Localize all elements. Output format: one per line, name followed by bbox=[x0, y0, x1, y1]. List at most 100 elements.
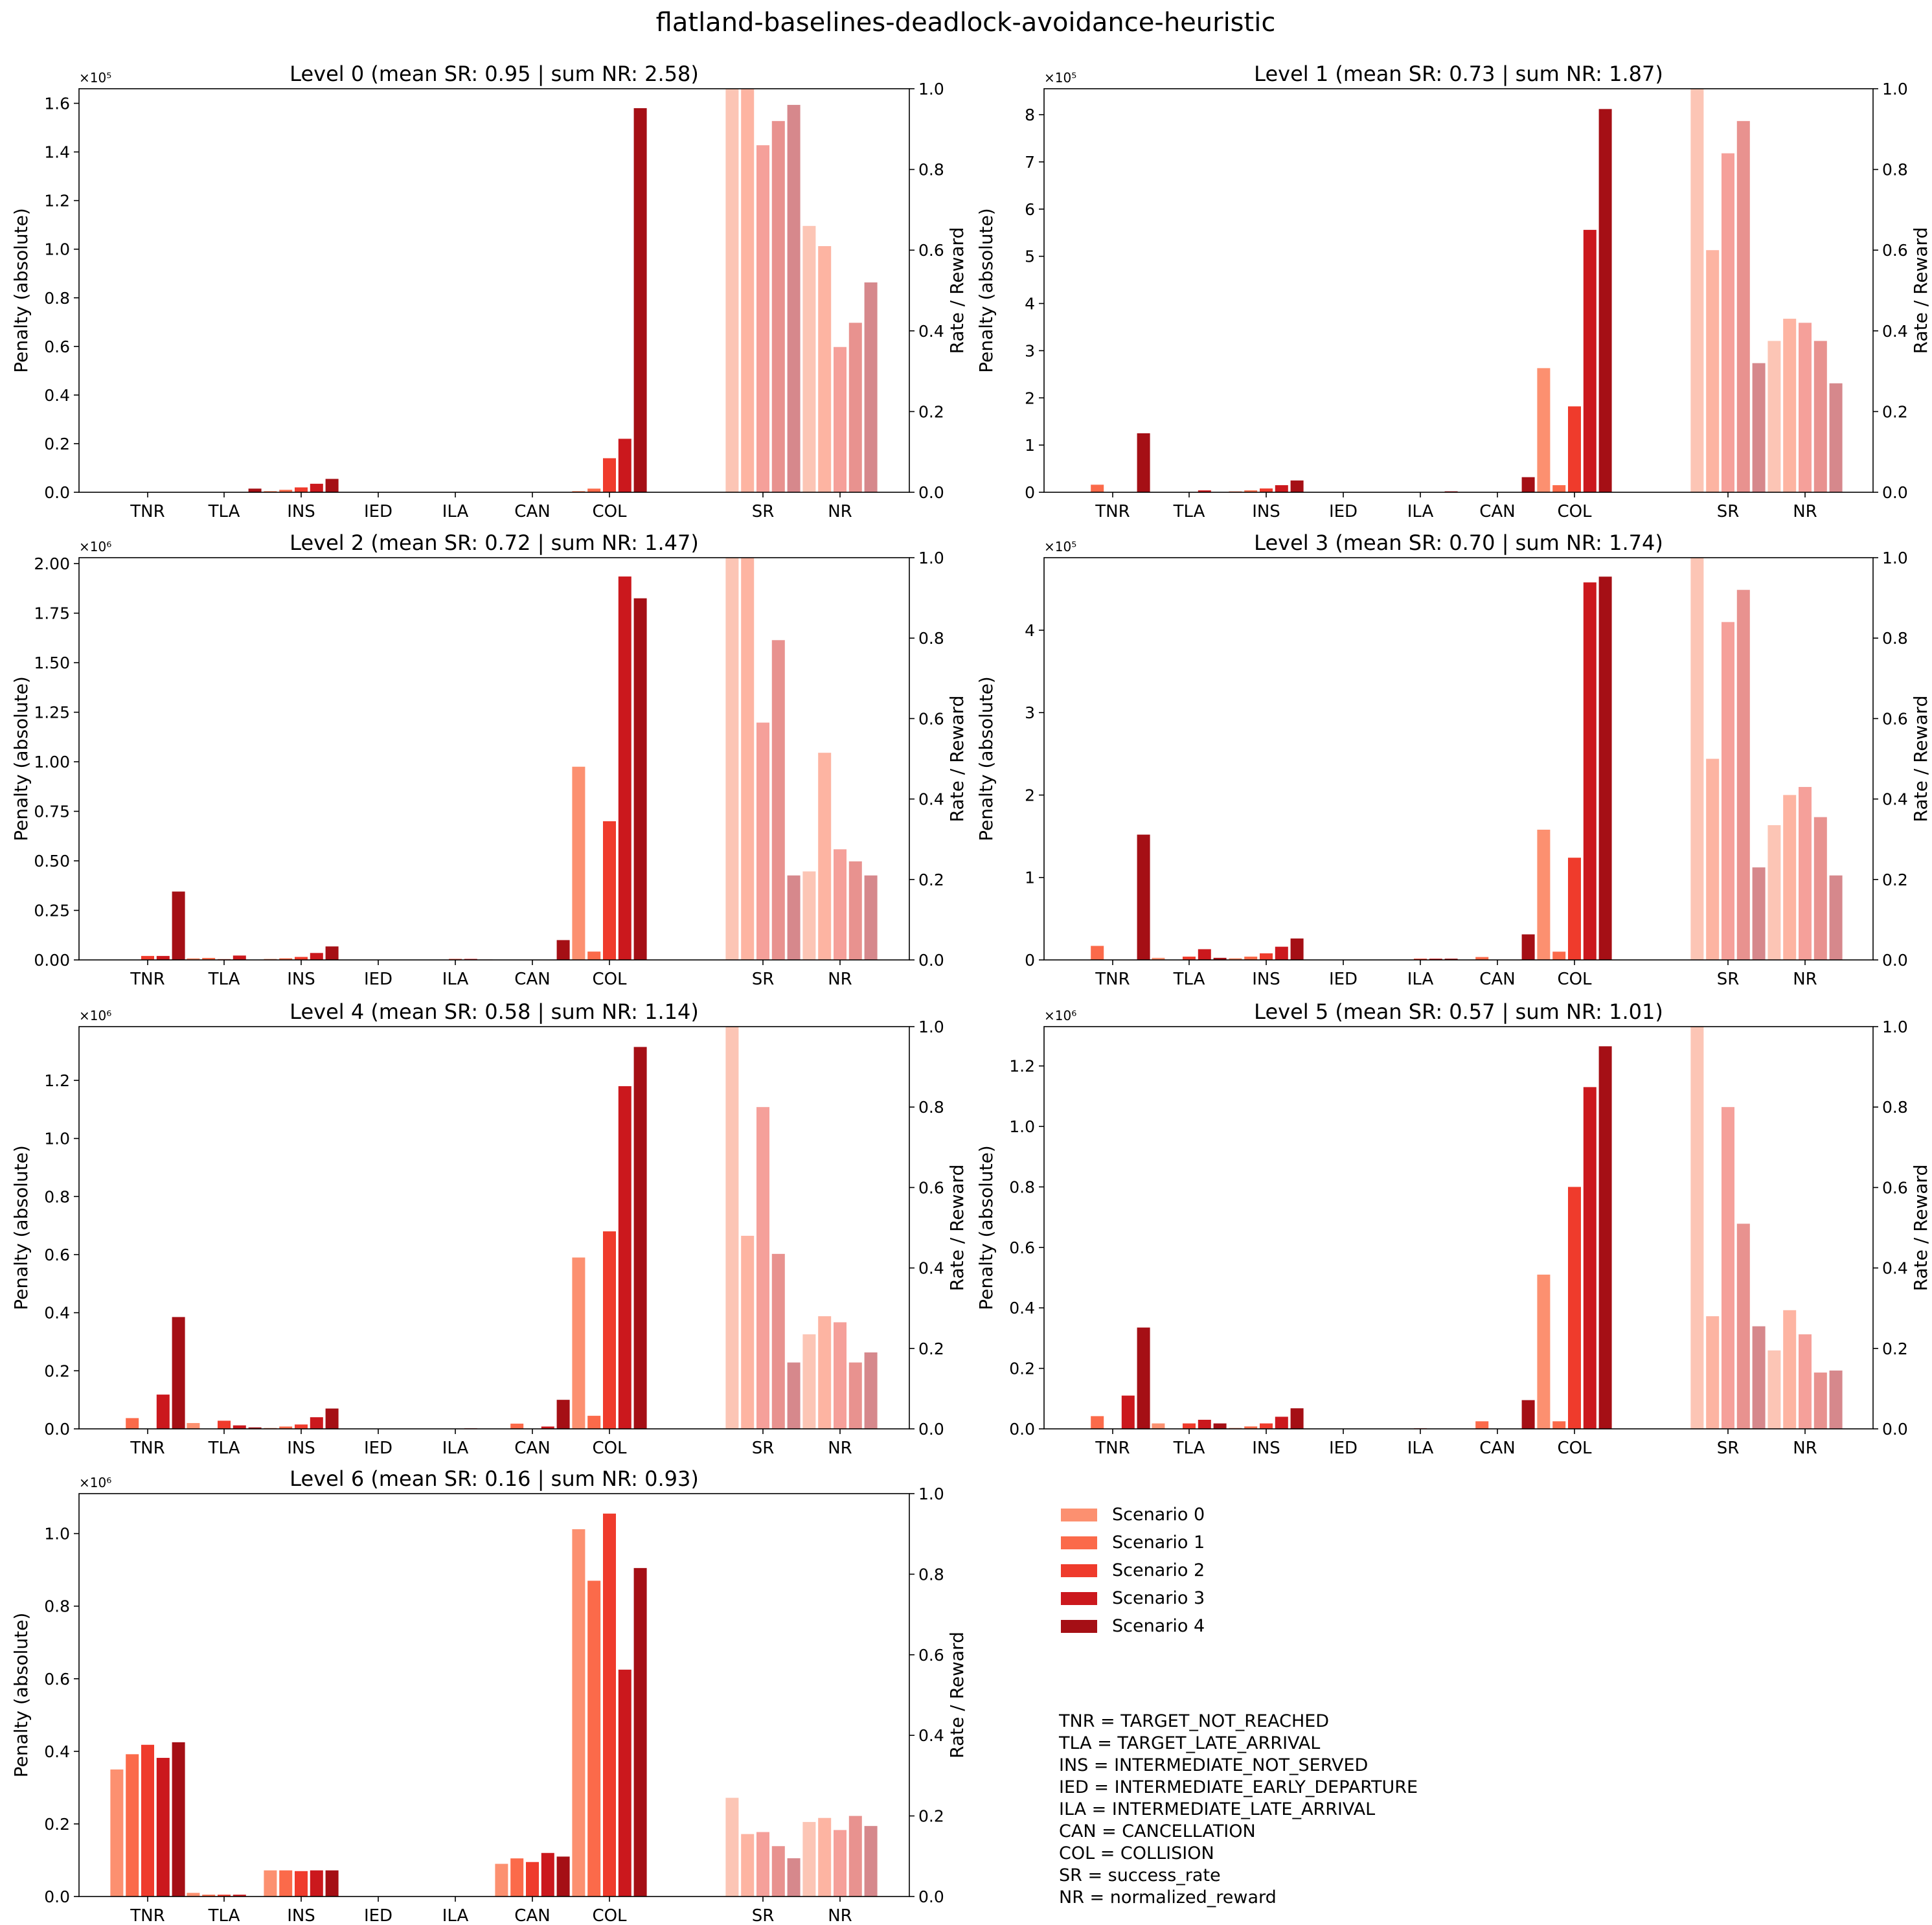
penalty-bar bbox=[1521, 477, 1535, 492]
y2-axis-label: Rate / Reward bbox=[1910, 1165, 1931, 1292]
x-tick-label: COL bbox=[592, 970, 627, 989]
rate-bar bbox=[1736, 589, 1750, 960]
penalty-bar bbox=[1537, 829, 1551, 960]
penalty-bar bbox=[202, 957, 216, 960]
y-tick-label: 4 bbox=[1025, 295, 1035, 313]
penalty-bar bbox=[141, 955, 154, 960]
penalty-bar bbox=[126, 1418, 139, 1429]
x-tick-label: TNR bbox=[1095, 970, 1130, 989]
penalty-bar bbox=[1244, 490, 1258, 492]
rate-bar bbox=[1799, 323, 1812, 492]
penalty-bar bbox=[218, 1420, 231, 1429]
y2-tick-label: 0.4 bbox=[1882, 1259, 1908, 1278]
y2-tick-label: 0.6 bbox=[918, 1646, 944, 1665]
y2-tick-label: 0.6 bbox=[1882, 709, 1908, 728]
y2-tick-label: 0.2 bbox=[918, 1807, 944, 1826]
x-tick-label: COL bbox=[1557, 502, 1592, 521]
y2-tick-label: 0.8 bbox=[918, 1098, 944, 1117]
rate-bar bbox=[1752, 1326, 1766, 1429]
x-tick-label: COL bbox=[1557, 1439, 1592, 1458]
y-tick-label: 1.0 bbox=[44, 240, 70, 259]
y-tick-label: 0.4 bbox=[44, 1742, 70, 1761]
penalty-bar bbox=[603, 1513, 616, 1897]
penalty-bar bbox=[172, 1742, 185, 1897]
rate-bar bbox=[1783, 795, 1797, 960]
penalty-bar bbox=[310, 1870, 323, 1897]
plot-frame bbox=[78, 88, 910, 493]
x-tick-label: TLA bbox=[1173, 502, 1205, 521]
x-tick-label: CAN bbox=[514, 502, 550, 521]
penalty-bar bbox=[1552, 951, 1566, 960]
y-axis-label: Penalty (absolute) bbox=[975, 208, 997, 372]
legend-swatch bbox=[1061, 1592, 1097, 1605]
penalty-bar bbox=[110, 1769, 124, 1897]
chart-title: Level 2 (mean SR: 0.72 | sum NR: 1.47) bbox=[290, 530, 699, 555]
y2-tick-label: 1.0 bbox=[918, 80, 944, 98]
y-axis-label: Penalty (absolute) bbox=[10, 1613, 32, 1777]
y2-tick-label: 0.2 bbox=[918, 871, 944, 889]
penalty-bar bbox=[279, 1426, 293, 1429]
penalty-bar bbox=[325, 479, 339, 492]
rate-bar bbox=[787, 1362, 801, 1429]
y-tick-label: 1.0 bbox=[1009, 1117, 1035, 1136]
penalty-bar bbox=[633, 1567, 647, 1897]
y2-tick-label: 0.4 bbox=[918, 322, 944, 341]
y2-tick-label: 0.4 bbox=[1882, 790, 1908, 809]
chart-title: Level 3 (mean SR: 0.70 | sum NR: 1.74) bbox=[1254, 530, 1663, 555]
rate-bar bbox=[756, 145, 769, 493]
rate-bar bbox=[818, 753, 832, 960]
penalty-bar bbox=[1091, 1416, 1104, 1429]
penalty-bar bbox=[1414, 959, 1427, 960]
chart-title: Level 0 (mean SR: 0.95 | sum NR: 2.58) bbox=[290, 62, 699, 86]
y2-tick-label: 0.8 bbox=[1882, 1098, 1908, 1117]
x-tick-label: TNR bbox=[130, 1439, 165, 1458]
y-tick-label: 1.00 bbox=[34, 753, 70, 771]
x-tick-label: ILA bbox=[442, 502, 469, 521]
penalty-bar bbox=[295, 1424, 308, 1429]
rate-bar bbox=[802, 871, 816, 960]
rate-bar bbox=[1736, 120, 1750, 493]
y-tick-label: 0 bbox=[1025, 483, 1035, 502]
rate-bar bbox=[1767, 825, 1781, 960]
x-tick-label: IED bbox=[364, 1906, 392, 1925]
chart-panel-level-0: TNR TLA INS IED ILA CAN COL SR NR 0.0 0.2 0.4 0.6 0.8… bbox=[10, 62, 968, 521]
rate-bar bbox=[1722, 1107, 1734, 1429]
y2-axis-label: Rate / Reward bbox=[946, 1632, 968, 1759]
y-tick-label: 1.6 bbox=[44, 95, 70, 113]
penalty-bar bbox=[310, 1417, 323, 1429]
rate-bar bbox=[848, 1362, 862, 1429]
penalty-bar bbox=[587, 488, 601, 492]
abbreviation-line: NR = normalized_reward bbox=[1059, 1887, 1277, 1908]
y-tick-label: 0.2 bbox=[44, 435, 70, 453]
x-tick-label: NR bbox=[828, 502, 852, 521]
penalty-bar bbox=[1137, 834, 1150, 960]
y-axis-label: Penalty (absolute) bbox=[10, 208, 32, 372]
x-tick-label: IED bbox=[1329, 502, 1358, 521]
penalty-bar bbox=[603, 1231, 616, 1429]
penalty-bar bbox=[618, 576, 631, 960]
penalty-bar bbox=[1583, 1087, 1597, 1429]
penalty-bar bbox=[187, 1893, 200, 1897]
penalty-bar bbox=[172, 891, 185, 960]
rate-bar bbox=[1690, 558, 1704, 960]
rate-bar bbox=[771, 1846, 785, 1897]
rate-bar bbox=[802, 1821, 816, 1897]
penalty-bar bbox=[1198, 490, 1211, 492]
y2-tick-label: 0.4 bbox=[918, 1726, 944, 1745]
penalty-bar bbox=[1583, 229, 1597, 492]
y-tick-label: 1.2 bbox=[44, 1071, 70, 1090]
penalty-bar bbox=[1244, 956, 1258, 960]
penalty-bar bbox=[1260, 1423, 1273, 1429]
penalty-bar bbox=[233, 1425, 246, 1429]
rate-bar bbox=[802, 225, 816, 492]
y2-axis-label: Rate / Reward bbox=[946, 696, 968, 823]
x-tick-label: INS bbox=[287, 502, 315, 521]
penalty-bar bbox=[1137, 1327, 1150, 1429]
legend-label: Scenario 3 bbox=[1112, 1588, 1205, 1608]
penalty-bar bbox=[1260, 488, 1273, 492]
chart-panel-level-5: TNR TLA INS IED ILA CAN COL SR NR 0.0 0.2 0.4 0.6 0.8… bbox=[975, 999, 1931, 1458]
penalty-bar bbox=[1213, 957, 1227, 960]
penalty-bar bbox=[1213, 1423, 1227, 1429]
x-tick-label: NR bbox=[828, 970, 852, 989]
y2-tick-label: 1.0 bbox=[1882, 549, 1908, 567]
